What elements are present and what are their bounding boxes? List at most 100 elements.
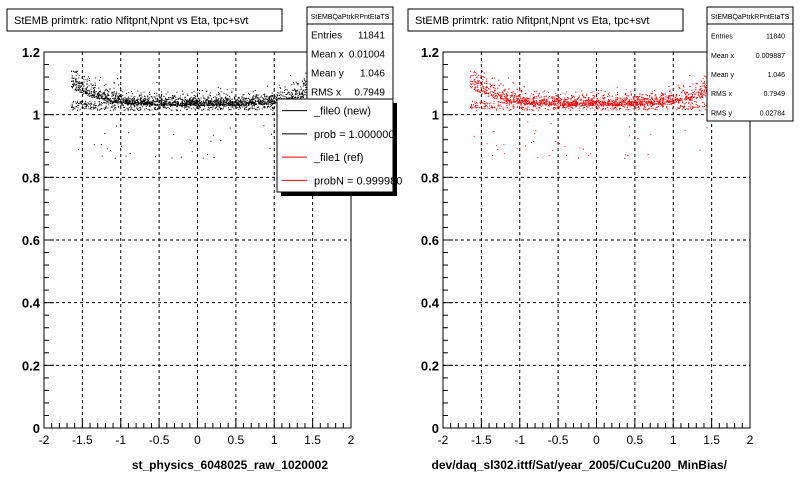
data-point: [97, 109, 98, 111]
data-point: [672, 98, 673, 100]
data-point: [661, 92, 663, 94]
data-point: [270, 95, 272, 97]
data-point: [615, 101, 617, 103]
data-point: [521, 102, 522, 104]
data-point: [112, 100, 114, 102]
data-point: [84, 105, 86, 107]
data-point: [584, 101, 586, 103]
data-point: [118, 97, 120, 99]
data-point: [200, 103, 202, 105]
data-point: [559, 98, 561, 100]
data-point: [105, 88, 107, 90]
data-point: [481, 93, 483, 95]
data-point: [185, 102, 187, 104]
data-point: [159, 97, 161, 99]
data-point: [534, 103, 536, 105]
y-tick-label: 0.6: [22, 233, 40, 248]
data-point: [95, 93, 97, 95]
data-point: [542, 91, 544, 93]
data-point: [166, 103, 167, 105]
data-point: [630, 103, 632, 105]
data-point: [513, 104, 515, 106]
data-point: [490, 85, 492, 86]
data-point: [536, 97, 538, 99]
data-point: [169, 98, 171, 100]
data-point: [272, 100, 274, 102]
data-point: [120, 102, 122, 104]
data-point: [122, 97, 124, 99]
data-point: [219, 93, 221, 95]
data-point: [120, 104, 122, 106]
data-point: [79, 86, 81, 88]
data-point: [502, 102, 504, 104]
data-point: [489, 88, 491, 90]
data-point: [528, 101, 530, 103]
data-point: [126, 99, 128, 101]
data-point: [189, 97, 191, 99]
data-point: [591, 98, 593, 100]
data-point: [164, 104, 165, 106]
data-point: [474, 106, 476, 107]
data-point: [189, 104, 190, 106]
data-point: [177, 104, 179, 106]
data-point: [649, 94, 651, 96]
data-point: [507, 102, 509, 104]
data-point: [125, 100, 127, 102]
data-point: [252, 101, 254, 103]
data-point: [79, 82, 81, 84]
data-point: [173, 95, 175, 97]
data-point: [139, 107, 141, 108]
data-point: [93, 87, 94, 89]
data-point: [559, 100, 561, 101]
data-point: [209, 103, 211, 105]
data-point: [519, 90, 521, 92]
data-point: [483, 87, 484, 89]
data-point: [186, 99, 188, 101]
data-point: [301, 92, 302, 94]
data-point: [108, 98, 110, 100]
data-point: [87, 94, 89, 96]
data-point: [695, 104, 697, 106]
data-point: [266, 103, 267, 105]
data-point: [138, 109, 140, 111]
data-point: [176, 109, 178, 111]
data-point: [614, 105, 616, 107]
data-point: [639, 99, 641, 101]
data-point: [611, 101, 613, 103]
data-point: [215, 101, 217, 103]
data-point: [613, 104, 615, 105]
data-point: [77, 100, 78, 102]
data-point: [575, 102, 577, 104]
data-point: [128, 99, 129, 101]
data-point: [546, 102, 548, 104]
data-point: [124, 100, 126, 102]
data-point: [115, 102, 117, 104]
data-point: [268, 102, 269, 104]
data-point: [251, 103, 253, 105]
data-point: [195, 101, 197, 103]
data-point: [296, 83, 298, 85]
data-point: [271, 95, 273, 97]
data-point: [625, 102, 627, 104]
data-point: [73, 82, 75, 84]
data-point: [229, 97, 231, 99]
data-point: [139, 109, 141, 111]
data-point: [252, 108, 254, 110]
data-point: [594, 109, 596, 111]
data-point: [643, 103, 645, 105]
data-point: [546, 103, 548, 105]
data-point: [80, 90, 82, 92]
data-point: [77, 86, 79, 88]
data-point: [253, 95, 255, 97]
data-point: [182, 90, 184, 92]
data-point: [207, 104, 209, 106]
data-point: [213, 157, 215, 158]
data-point: [485, 93, 487, 95]
data-point: [471, 86, 473, 88]
data-point: [482, 108, 484, 110]
data-point: [86, 90, 88, 91]
data-point: [80, 82, 82, 84]
data-point: [632, 101, 634, 103]
data-point: [212, 101, 214, 103]
data-point: [539, 100, 541, 102]
